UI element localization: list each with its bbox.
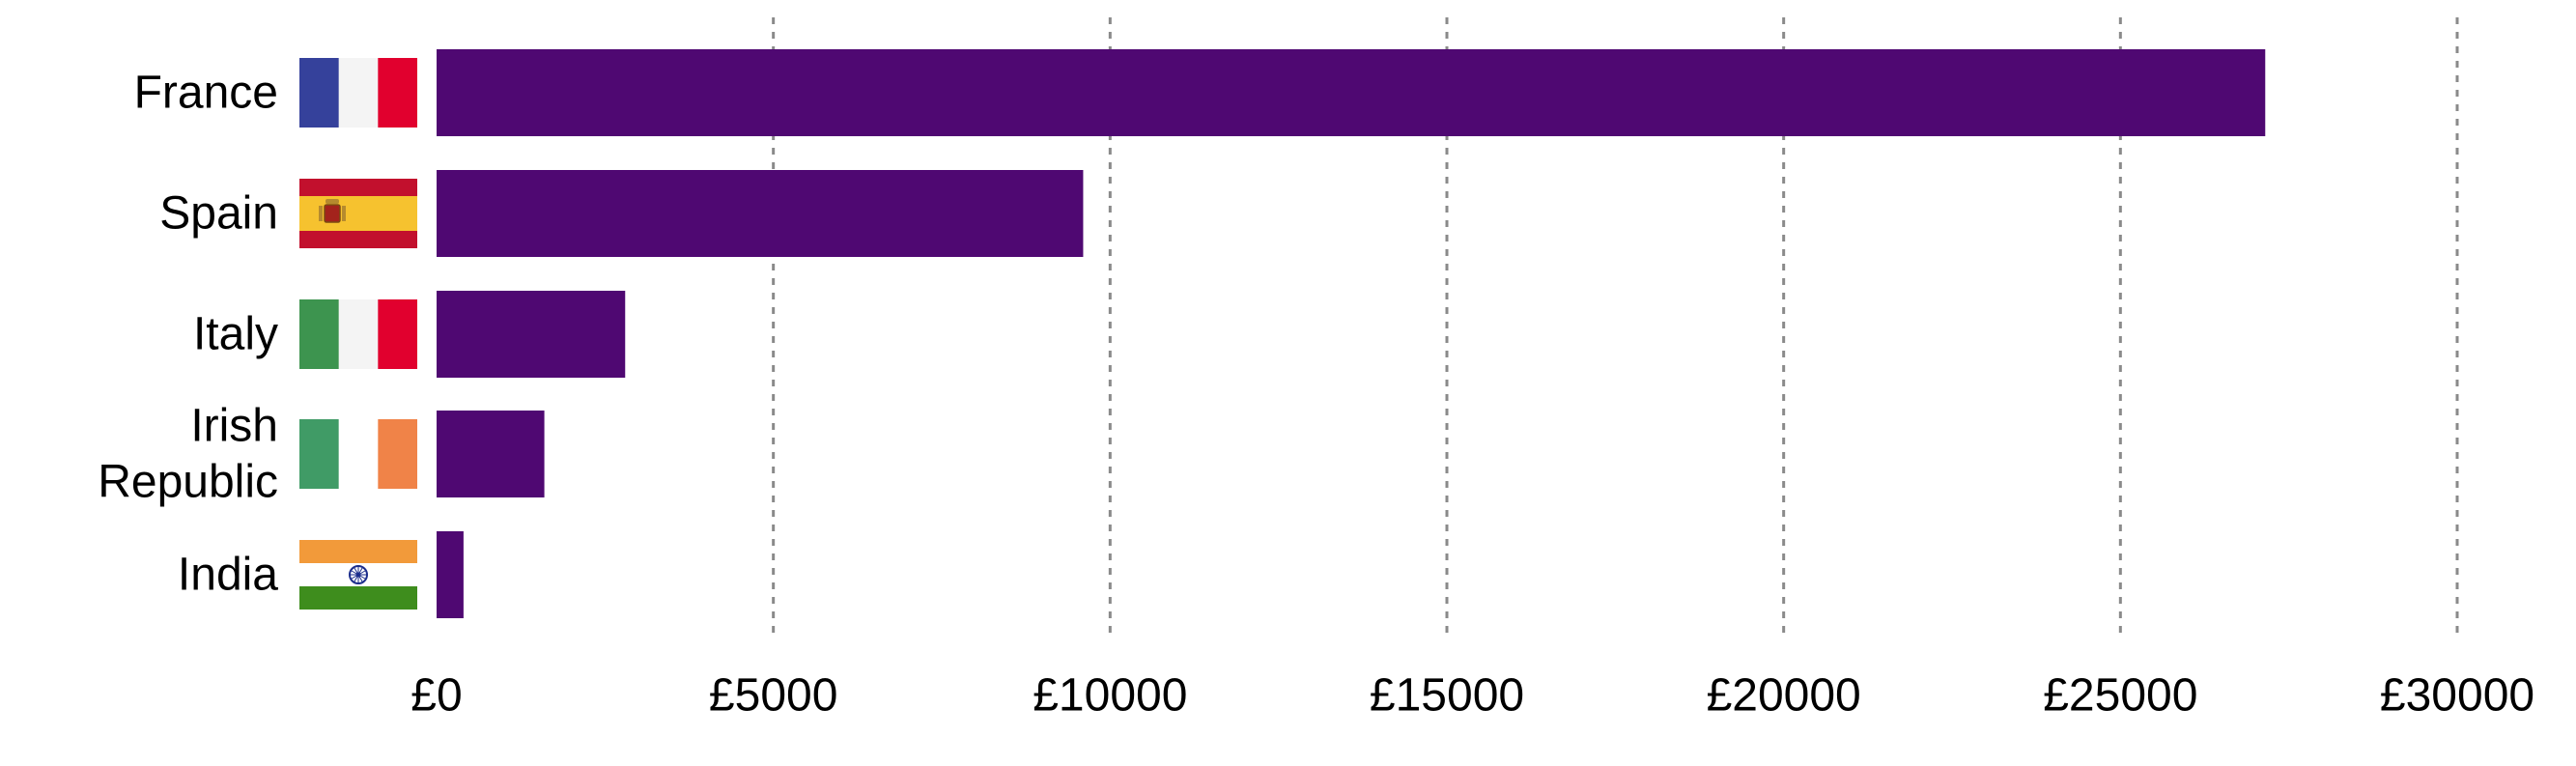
- x-tick-label-4: £20000: [1707, 670, 1861, 722]
- flags: [299, 58, 417, 610]
- category-label-line: Republic: [98, 457, 278, 508]
- france-flag-icon: [299, 58, 417, 128]
- x-axis-tick-labels: £0 £5000 £10000 £15000 £20000 £25000 £30000: [410, 670, 2534, 722]
- x-tick-label-2: £10000: [1033, 670, 1187, 722]
- x-tick-label-3: £15000: [1370, 670, 1524, 722]
- category-label-line: India: [178, 550, 278, 601]
- spain-flag-icon: [299, 179, 417, 248]
- x-tick-label-6: £30000: [2380, 670, 2534, 722]
- category-label-italy: Italy: [193, 309, 278, 360]
- x-tick-label-1: £5000: [709, 670, 837, 722]
- category-label-spain: Spain: [159, 188, 278, 240]
- category-label-line: Spain: [159, 188, 278, 240]
- bar-italy: [437, 291, 626, 378]
- x-tick-label-0: £0: [410, 670, 462, 722]
- bar-india: [437, 531, 464, 618]
- category-label-line: Italy: [193, 309, 278, 360]
- category-label-irish-republic: Irish Republic: [98, 401, 278, 508]
- category-label-france: France: [134, 68, 278, 119]
- x-tick-label-5: £25000: [2043, 670, 2197, 722]
- category-label-line: Irish: [190, 401, 278, 452]
- category-label-line: France: [134, 68, 278, 119]
- category-label-india: India: [178, 550, 278, 601]
- india-flag-icon: [299, 540, 417, 610]
- italy-flag-icon: [299, 299, 417, 369]
- bar-spain: [437, 170, 1084, 257]
- bar-irish-republic: [437, 411, 545, 497]
- bars: [437, 49, 2266, 618]
- ireland-flag-icon: [299, 419, 417, 489]
- bar-france: [437, 49, 2266, 136]
- category-labels: France Spain Italy Irish Republic India: [98, 68, 278, 601]
